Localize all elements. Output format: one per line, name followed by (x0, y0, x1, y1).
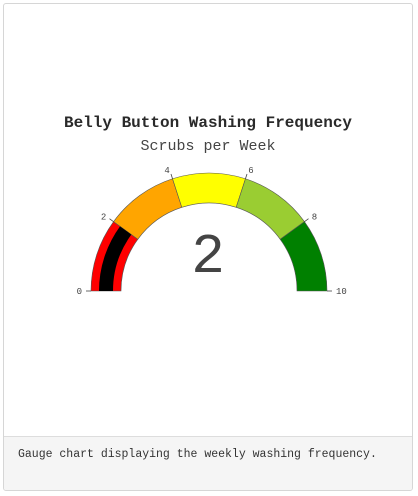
gauge-tick-label-2: 2 (101, 212, 106, 222)
gauge-tick-mark-4 (170, 173, 173, 179)
gauge-tick-mark-6 (245, 173, 248, 179)
gauge-value-number: 2 (191, 225, 225, 289)
gauge-band-2 (172, 172, 246, 208)
gauge-tick-label-6: 6 (248, 166, 253, 176)
chart-card: Belly Button Washing Frequency Scrubs pe… (3, 3, 413, 491)
gauge-tick-label-8: 8 (312, 212, 317, 222)
gauge-ticks: 0 2 4 6 8 10 (77, 166, 347, 297)
chart-subtitle: Scrubs per Week (140, 138, 275, 155)
gauge-tick-label-0: 0 (77, 287, 82, 297)
gauge-value-bar (99, 226, 132, 291)
chart-area: Belly Button Washing Frequency Scrubs pe… (4, 4, 412, 436)
chart-title: Belly Button Washing Frequency (64, 114, 352, 132)
gauge-band-4 (279, 221, 328, 292)
chart-caption: Gauge chart displaying the weekly washin… (4, 436, 412, 490)
gauge-value-bar-group (99, 226, 132, 291)
gauge-tick-label-10: 10 (336, 287, 347, 297)
gauge-tick-mark-2 (109, 218, 114, 222)
gauge-tick-mark-8 (304, 218, 309, 222)
gauge-tick-label-4: 4 (164, 166, 169, 176)
gauge-chart: Belly Button Washing Frequency Scrubs pe… (64, 114, 352, 297)
